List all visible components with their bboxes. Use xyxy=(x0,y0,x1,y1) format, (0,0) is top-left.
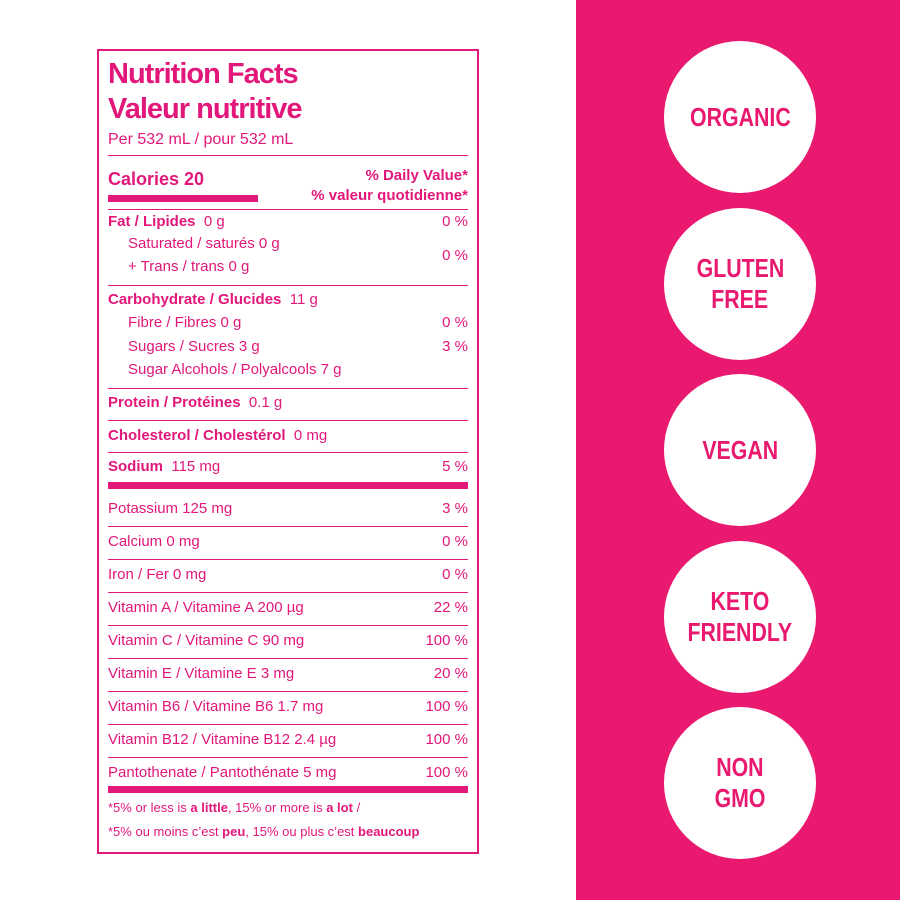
badge: VEGAN xyxy=(664,374,816,526)
dv: 5 % xyxy=(442,458,468,475)
row: Fat / Lipides 0 g xyxy=(108,212,225,232)
badge-text: NON xyxy=(716,752,764,782)
badge: KETO FRIENDLY xyxy=(664,540,816,693)
dv: 0 % xyxy=(442,213,468,230)
rule xyxy=(108,757,468,758)
badge-text: FRIENDLY xyxy=(687,616,793,647)
footnote-part: peu xyxy=(222,824,246,839)
footnote-part: beaucoup xyxy=(358,824,420,839)
footnote-part: a little xyxy=(190,800,228,815)
amount: 0 mg xyxy=(293,427,328,444)
dv: 3 % xyxy=(442,338,468,355)
nutrient: Sodium xyxy=(108,458,163,475)
rule xyxy=(108,420,468,421)
nutrient: Cholesterol / Cholestérol xyxy=(108,427,286,444)
badge-text: GLUTEN xyxy=(696,252,784,283)
footnote: *5% ou moins c’est peu, 15% ou plus c’es… xyxy=(108,822,419,842)
footnote-part: *5% or less is xyxy=(108,800,191,815)
rule xyxy=(108,625,468,626)
dv: 20 % xyxy=(433,665,468,682)
title: Nutrition Facts xyxy=(108,58,299,90)
nutrient: Saturated / saturés 0 g xyxy=(128,235,280,252)
rule xyxy=(108,285,468,286)
amount: 11 g xyxy=(289,291,318,308)
badge: ORGANIC xyxy=(664,41,816,193)
nutrient: Potassium 125 mg xyxy=(108,500,233,517)
row: Protein / Protéines 0.1 g xyxy=(108,393,282,413)
footnote-part: , 15% or more is xyxy=(227,800,327,815)
rule xyxy=(108,452,468,453)
nutrient: Fibre / Fibres 0 g xyxy=(128,314,242,331)
daily-value: % valeur quotidienne* xyxy=(311,187,468,204)
rule xyxy=(108,592,468,593)
rule xyxy=(108,195,258,202)
rule xyxy=(108,691,468,692)
rule xyxy=(108,786,468,793)
rule xyxy=(108,559,468,560)
nutrient: + Trans / trans 0 g xyxy=(128,258,250,275)
nutrient: Vitamin E / Vitamine E 3 mg xyxy=(108,665,295,682)
badge: GLUTEN FREE xyxy=(664,207,816,360)
nutrition-label xyxy=(97,49,479,854)
dv: 100 % xyxy=(425,632,468,649)
badge-text: KETO xyxy=(710,585,770,616)
nutrient: Iron / Fer 0 mg xyxy=(108,566,207,583)
dv: 3 % xyxy=(442,500,468,517)
rule xyxy=(108,155,468,156)
nutrient: Vitamin A / Vitamine A 200 µg xyxy=(108,599,304,616)
nutrient: Vitamin B6 / Vitamine B6 1.7 mg xyxy=(108,698,324,715)
rule xyxy=(108,658,468,659)
nutrient: Protein / Protéines xyxy=(108,394,241,411)
title: Valeur nutritive xyxy=(108,93,303,125)
nutrient: Carbohydrate / Glucides xyxy=(108,291,282,308)
amount: 0 g xyxy=(203,213,225,230)
rule xyxy=(108,724,468,725)
footnote-part: , 15% ou plus c’est xyxy=(245,824,359,839)
rule xyxy=(108,388,468,389)
nutrient: Sugars / Sucres 3 g xyxy=(128,338,260,355)
nutrient: Vitamin C / Vitamine C 90 mg xyxy=(108,632,305,649)
footnote: *5% or less is a little, 15% or more is … xyxy=(108,798,360,818)
rule xyxy=(108,526,468,527)
calories: Calories 20 xyxy=(108,169,205,189)
rule xyxy=(108,482,468,489)
row: Cholesterol / Cholestérol 0 mg xyxy=(108,426,327,446)
rule xyxy=(108,209,468,210)
badge-text: VEGAN xyxy=(702,434,778,465)
serving: Per 532 mL / pour 532 mL xyxy=(108,131,294,148)
row: Sodium 115 mg xyxy=(108,457,220,477)
footnote-part: a lot xyxy=(326,800,353,815)
dv: 100 % xyxy=(425,698,468,715)
dv: 0 % xyxy=(442,247,468,264)
badge-text: GMO xyxy=(714,783,766,813)
nutrient: Fat / Lipides xyxy=(108,213,196,230)
badge-text: FREE xyxy=(711,283,769,314)
badge-text: ORGANIC xyxy=(689,101,791,132)
dv: 100 % xyxy=(425,731,468,748)
footnote-part: / xyxy=(352,800,361,815)
dv: 22 % xyxy=(433,599,468,616)
badge: NON GMO xyxy=(664,707,816,859)
daily-value: % Daily Value* xyxy=(365,167,468,184)
nutrient: Sugar Alcohols / Polyalcools 7 g xyxy=(128,361,342,378)
row: Carbohydrate / Glucides 11 g xyxy=(108,290,318,310)
nutrient: Vitamin B12 / Vitamine B12 2.4 µg xyxy=(108,731,337,748)
amount: 115 mg xyxy=(171,458,221,475)
footnote-part: *5% ou moins c’est xyxy=(108,824,223,839)
dv: 0 % xyxy=(442,566,468,583)
nutrient: Pantothenate / Pantothénate 5 mg xyxy=(108,764,337,781)
dv: 0 % xyxy=(442,314,468,331)
dv: 0 % xyxy=(442,533,468,550)
amount: 0.1 g xyxy=(248,394,283,411)
nutrient: Calcium 0 mg xyxy=(108,533,200,550)
dv: 100 % xyxy=(425,764,468,781)
